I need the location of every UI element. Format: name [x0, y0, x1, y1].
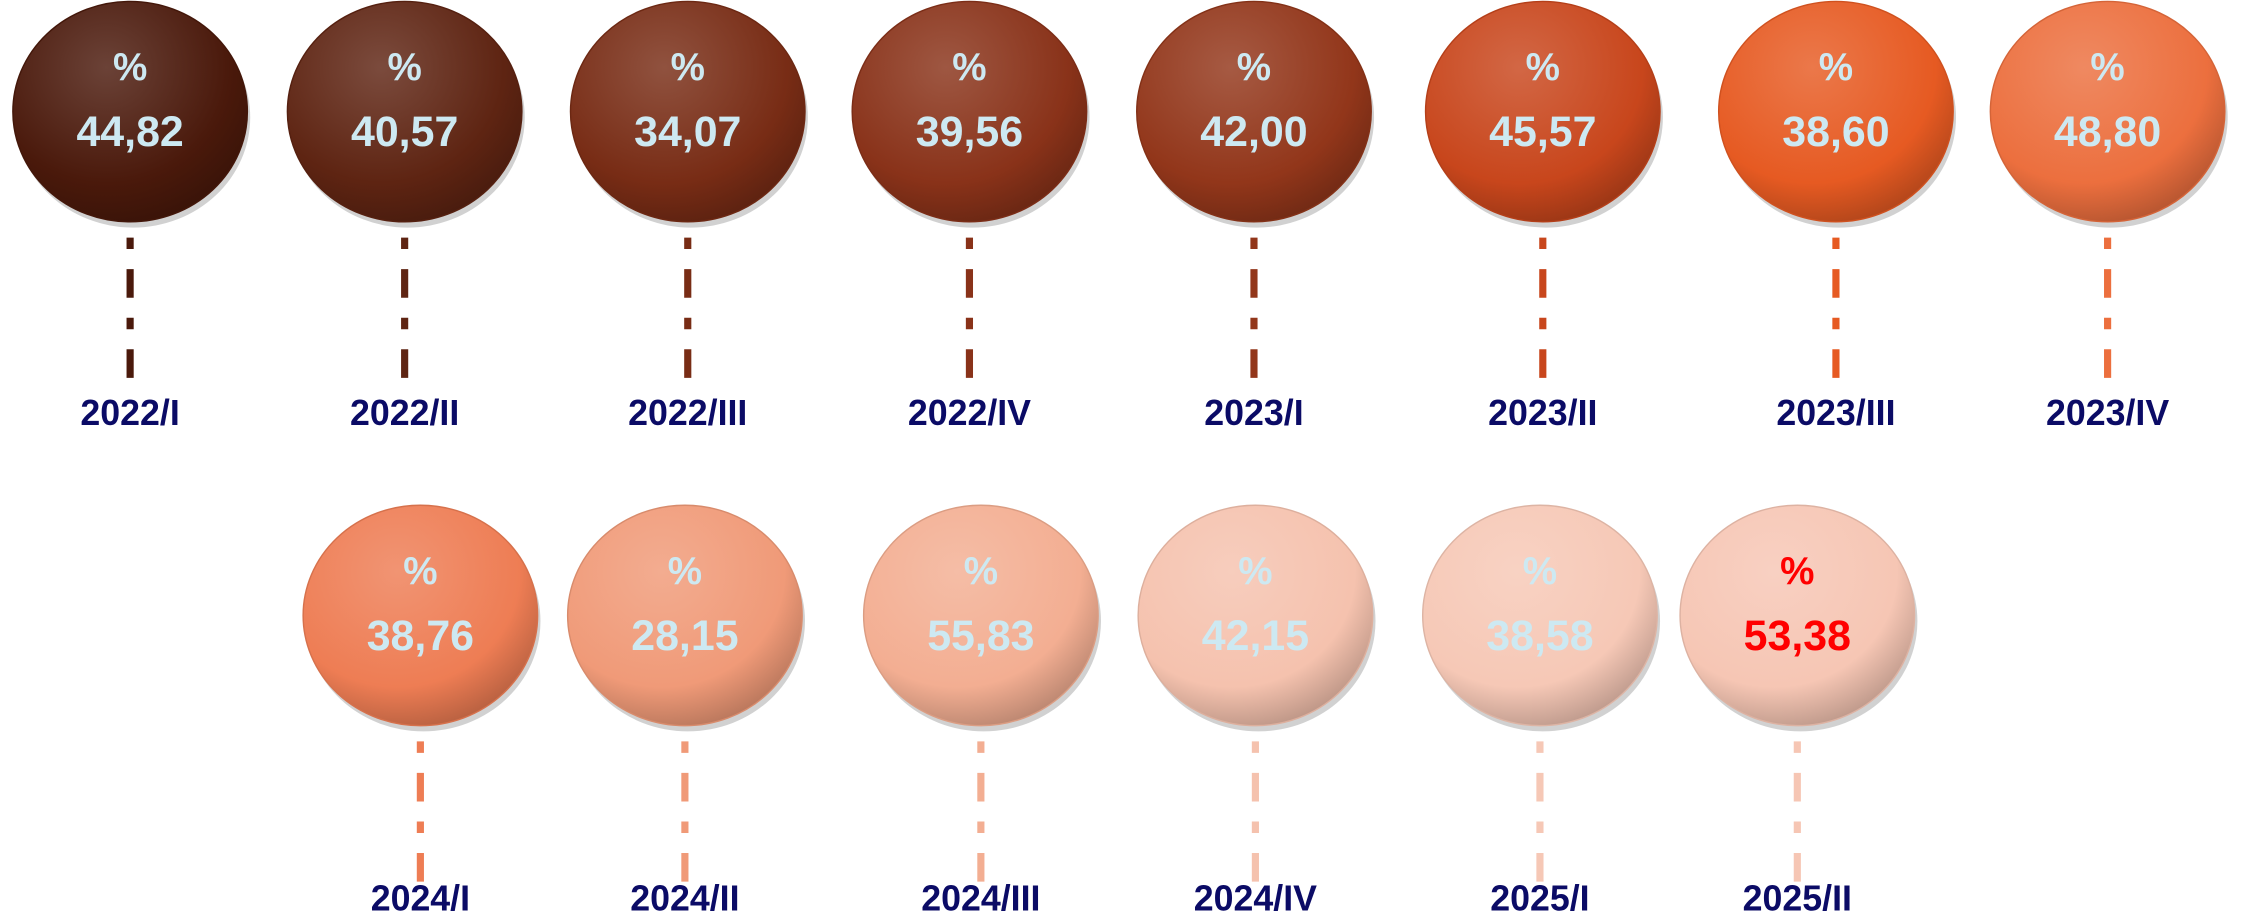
value: 42,15 — [1202, 612, 1309, 660]
period-label: 2025/I — [1490, 878, 1589, 916]
bubble — [851, 0, 1088, 223]
period-label: 2023/III — [1776, 393, 1895, 433]
percent-sign: % — [1526, 46, 1560, 89]
period-label: 2023/I — [1204, 393, 1303, 433]
value: 34,07 — [634, 108, 741, 156]
value: 38,58 — [1486, 612, 1593, 660]
percent-sign: % — [113, 46, 147, 89]
value: 38,76 — [367, 612, 474, 660]
period-label: 2024/II — [630, 878, 739, 916]
period-label: 2023/IV — [2046, 393, 2169, 433]
percent-sign: % — [1780, 550, 1814, 593]
period-label: 2022/II — [350, 393, 459, 433]
percent-sign: % — [671, 46, 705, 89]
value: 53,38 — [1744, 612, 1851, 660]
value: 44,82 — [76, 108, 183, 156]
percent-sign: % — [1238, 550, 1272, 593]
value: 48,80 — [2054, 108, 2161, 156]
percent-sign: % — [964, 550, 998, 593]
percent-sign: % — [1523, 550, 1557, 593]
value: 28,15 — [631, 612, 738, 660]
period-label: 2024/III — [921, 878, 1040, 916]
percent-sign: % — [387, 46, 421, 89]
period-label: 2022/I — [80, 393, 179, 433]
bubble — [566, 504, 803, 727]
bubble — [1421, 504, 1658, 727]
bubble — [1679, 504, 1916, 727]
value: 45,57 — [1489, 108, 1596, 156]
bubble — [1424, 0, 1661, 223]
bubble — [862, 504, 1099, 727]
bubble — [1137, 504, 1374, 727]
bubble — [569, 0, 806, 223]
bubble — [286, 0, 523, 223]
bubble — [1136, 0, 1372, 223]
bubble — [12, 0, 249, 223]
percent-sign: % — [403, 550, 437, 593]
period-label: 2023/II — [1488, 393, 1597, 433]
percent-sign: % — [2090, 46, 2124, 89]
bubble — [1717, 0, 1954, 223]
percent-sign: % — [1819, 46, 1853, 89]
value: 55,83 — [927, 612, 1034, 660]
period-label: 2024/I — [371, 878, 470, 916]
period-label: 2022/IV — [908, 393, 1031, 433]
period-label: 2025/II — [1743, 878, 1852, 916]
value: 39,56 — [916, 108, 1023, 156]
percent-sign: % — [668, 550, 702, 593]
value: 38,60 — [1782, 108, 1889, 156]
period-label: 2022/III — [628, 393, 747, 433]
percent-sign: % — [1237, 46, 1271, 89]
value: 40,57 — [351, 108, 458, 156]
period-label: 2024/IV — [1194, 878, 1317, 916]
percent-sign: % — [952, 46, 986, 89]
value: 42,00 — [1200, 108, 1307, 156]
bubble — [1989, 0, 2226, 223]
bubble — [302, 504, 539, 727]
